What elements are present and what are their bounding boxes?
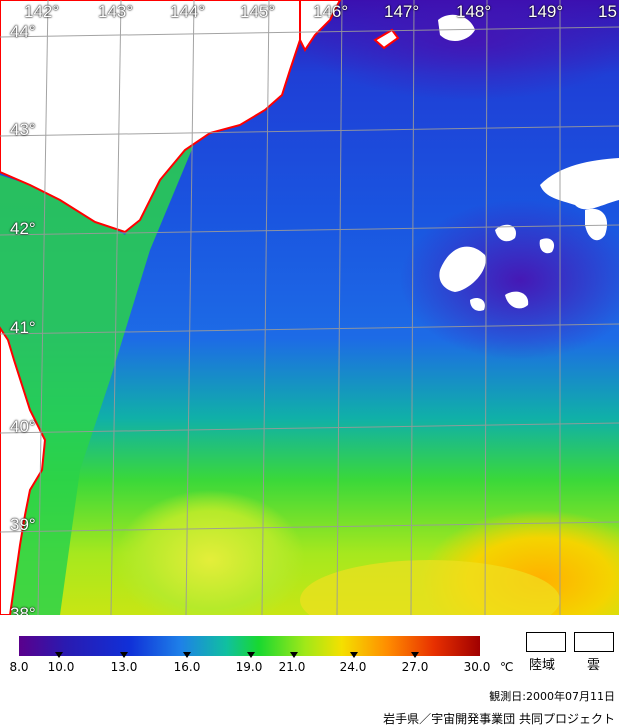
lon-label-149: 149° [528,2,564,21]
cloud-legend-label: 雲 [587,658,601,673]
scale-tick-label: 21.0 [278,660,306,674]
lon-label-150: 15 [598,2,617,21]
lon-label-147: 147° [384,2,420,21]
scale-tick-label: 10.0 [47,660,75,674]
scale-tick-marks [55,652,419,658]
land-kuril [299,0,342,52]
lat-label-42: 42° [10,219,36,238]
land-honshu [0,326,47,615]
land-hokkaido [0,0,301,234]
warm-eddy [115,490,305,615]
scale-tick-label: 27.0 [401,660,429,674]
lat-label-39: 39° [10,515,36,534]
scale-tick-label: 19.0 [235,660,263,674]
lon-label-146: 146° [313,2,349,21]
lat-label-44: 44° [10,22,36,41]
land-legend-swatch [526,632,566,652]
scale-tick-label: 13.0 [110,660,138,674]
warm-water-south [300,560,560,615]
cold-water-north [300,0,619,100]
observation-date: 観測日:2000年07月11日 [489,690,615,703]
graticule [0,0,619,615]
credit-line: 岩手県／宇宙開発事業団 共同プロジェクト [383,712,615,726]
scale-tick-label: 8.0 [9,660,29,674]
cold-water-east [400,200,619,360]
lat-label-38: 38° [10,604,36,615]
cloud-legend-swatch [574,632,614,652]
coastal-warm-band [0,130,200,615]
temperature-color-scale [19,636,480,658]
lat-label-40: 40° [10,417,36,436]
scale-tick-label: 16.0 [173,660,201,674]
scale-tick-label: 30.0 [463,660,491,674]
lon-label-145: 145° [240,2,276,21]
lat-label-41: 41° [10,318,36,337]
lon-label-148: 148° [456,2,492,21]
lon-label-143: 143° [98,2,134,21]
lon-label-142: 142° [24,2,60,21]
scale-unit: ℃ [500,660,514,674]
lon-label-144: 144° [170,2,206,21]
lat-label-43: 43° [10,120,36,139]
land-legend-label: 陸域 [529,658,556,673]
land-island [373,28,400,50]
scale-tick-label: 24.0 [339,660,367,674]
sea-surface-temperature-map [0,0,619,615]
